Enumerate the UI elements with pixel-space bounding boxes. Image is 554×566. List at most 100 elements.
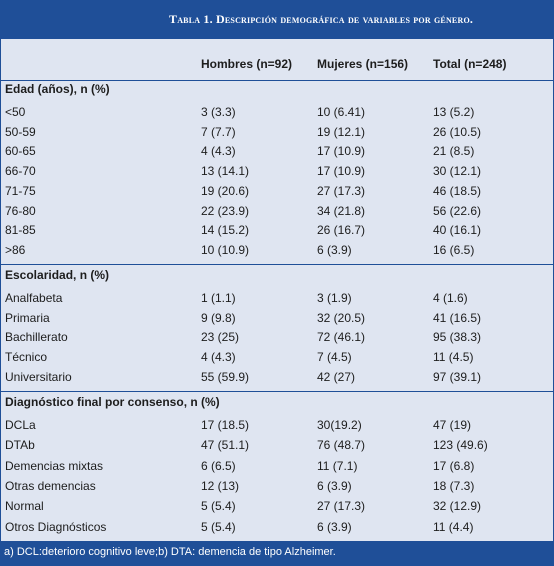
row-label: Primaria: [5, 310, 50, 325]
table-cell: 4 (4.3): [201, 144, 236, 159]
table-row: Normal 5 (5.4) 27 (17.3) 32 (12.9): [1, 499, 553, 519]
table-cell: 6 (3.9): [317, 519, 352, 534]
row-label: 50-59: [5, 124, 36, 139]
table-cell: 4 (4.3): [201, 350, 236, 365]
column-header-mujeres: Mujeres (n=156): [317, 57, 409, 71]
row-label: DCLa: [5, 418, 36, 432]
table-row: Bachillerato 23 (25) 72 (46.1) 95 (38.3): [1, 330, 553, 350]
section-heading: Edad (años), n (%): [5, 82, 110, 96]
table-cell: 5 (5.4): [201, 519, 236, 534]
table-cell: 19 (12.1): [317, 124, 366, 139]
column-header-hombres: Hombres (n=92): [201, 57, 293, 71]
table-row: 66-70 13 (14.1) 17 (10.9) 30 (12.1): [1, 164, 553, 184]
table-cell: 30 (12.1): [433, 164, 482, 179]
section-divider: [1, 264, 553, 265]
table-cell: 11 (4.5): [433, 350, 474, 365]
table-cell: 23 (25): [201, 330, 240, 345]
table-cell: 76 (48.7): [317, 438, 366, 453]
table-cell: 3 (1.9): [317, 291, 352, 305]
table-cell: 13 (14.1): [201, 164, 250, 179]
table-row: 71-75 19 (20.6) 27 (17.3) 46 (18.5): [1, 184, 553, 204]
table-cell: 30(19.2): [317, 418, 362, 432]
table-cell: 32 (12.9): [433, 499, 482, 514]
table-cell: 3 (3.3): [201, 105, 236, 119]
row-label: Analfabeta: [5, 291, 63, 305]
table-cell: 42 (27): [317, 369, 356, 384]
table-title: Tabla 1. Descripción demográfica de vari…: [169, 12, 474, 26]
table-cell: 27 (17.3): [317, 499, 366, 514]
row-label: 60-65: [5, 144, 36, 159]
row-label: Otras demencias: [5, 478, 96, 493]
section-heading: Escolaridad, n (%): [5, 268, 110, 282]
table-row: Analfabeta 1 (1.1) 3 (1.9) 4 (1.6): [1, 291, 553, 311]
table-cell: 32 (20.5): [317, 310, 366, 325]
table-row: >86 10 (10.9) 6 (3.9) 16 (6.5): [1, 243, 553, 263]
table-row: Primaria 9 (9.8) 32 (20.5) 41 (16.5): [1, 311, 553, 331]
table-cell: 47 (19): [433, 418, 472, 432]
table-cell: 17 (18.5): [201, 418, 250, 432]
table-cell: 19 (20.6): [201, 183, 250, 198]
table-row: Demencias mixtas 6 (6.5) 11 (7.1) 17 (6.8): [1, 459, 553, 479]
row-label: 76-80: [5, 203, 36, 218]
row-label: Otros Diagnósticos: [5, 519, 107, 534]
table-cell: 6 (6.5): [201, 458, 236, 473]
table-row: DTAb 47 (51.1) 76 (48.7) 123 (49.6): [1, 438, 553, 458]
table-cell: 26 (10.5): [433, 124, 482, 139]
table-row: 81-85 14 (15.2) 26 (16.7) 40 (16.1): [1, 223, 553, 243]
row-label: Bachillerato: [5, 330, 68, 345]
table-cell: 10 (10.9): [201, 242, 250, 257]
table-cell: 11 (7.1): [317, 458, 358, 473]
table-cell: 17 (10.9): [317, 164, 366, 179]
section-divider: [1, 80, 553, 81]
table-cell: 46 (18.5): [433, 183, 482, 198]
table-cell: 1 (1.1): [201, 291, 236, 305]
table-cell: 7 (4.5): [317, 350, 352, 365]
table-title-bar: Tabla 1. Descripción demográfica de vari…: [1, 1, 553, 39]
row-label: Técnico: [5, 350, 48, 365]
footnote: a) DCL:deterioro cognitivo leve;b) DTA: …: [4, 546, 336, 558]
table-cell: 17 (10.9): [317, 144, 366, 159]
table-row: Técnico 4 (4.3) 7 (4.5) 11 (4.5): [1, 350, 553, 370]
section-divider: [1, 541, 553, 542]
table-cell: 95 (38.3): [433, 330, 482, 345]
row-label: 81-85: [5, 223, 36, 238]
table-cell: 12 (13): [201, 478, 240, 493]
table-cell: 34 (21.8): [317, 203, 366, 218]
table-cell: 11 (4.4): [433, 519, 474, 534]
column-headers: Hombres (n=92) Mujeres (n=156) Total (n=…: [1, 57, 553, 77]
table-cell: 72 (46.1): [317, 330, 366, 345]
table-row: <50 3 (3.3) 10 (6.41) 13 (5.2): [1, 105, 553, 125]
table-cell: 4 (1.6): [433, 291, 468, 305]
row-label: 71-75: [5, 183, 36, 198]
column-header-total: Total (n=248): [433, 57, 507, 71]
table-row: DCLa 17 (18.5) 30(19.2) 47 (19): [1, 418, 553, 438]
table-cell: 21 (8.5): [433, 144, 475, 159]
table-cell: 97 (39.1): [433, 369, 482, 384]
table-row: 50-59 7 (7.7) 19 (12.1) 26 (10.5): [1, 125, 553, 145]
table-row: 60-65 4 (4.3) 17 (10.9) 21 (8.5): [1, 144, 553, 164]
table-cell: 14 (15.2): [201, 223, 250, 238]
row-label: Universitario: [5, 369, 72, 384]
table-cell: 6 (3.9): [317, 242, 352, 257]
table-row: Otras demencias 12 (13) 6 (3.9) 18 (7.3): [1, 479, 553, 499]
section-heading: Diagnóstico final por consenso, n (%): [5, 395, 220, 409]
table-cell: 26 (16.7): [317, 223, 366, 238]
row-label: <50: [5, 105, 26, 119]
table-cell: 5 (5.4): [201, 499, 236, 514]
table-row: Otros Diagnósticos 5 (5.4) 6 (3.9) 11 (4.4): [1, 520, 553, 540]
table-cell: 16 (6.5): [433, 242, 475, 257]
row-label: Demencias mixtas: [5, 458, 104, 473]
footnote-bar: a) DCL:deterioro cognitivo leve;b) DTA: …: [1, 542, 553, 565]
section-divider: [1, 391, 553, 392]
table-cell: 17 (6.8): [433, 458, 475, 473]
table-cell: 9 (9.8): [201, 310, 236, 325]
table-cell: 41 (16.5): [433, 310, 482, 325]
table-cell: 27 (17.3): [317, 183, 366, 198]
table-cell: 22 (23.9): [201, 203, 250, 218]
table-row: Universitario 55 (59.9) 42 (27) 97 (39.1): [1, 370, 553, 390]
table-cell: 56 (22.6): [433, 203, 482, 218]
table-cell: 7 (7.7): [201, 124, 236, 139]
row-label: 66-70: [5, 164, 36, 179]
table-cell: 40 (16.1): [433, 223, 482, 238]
